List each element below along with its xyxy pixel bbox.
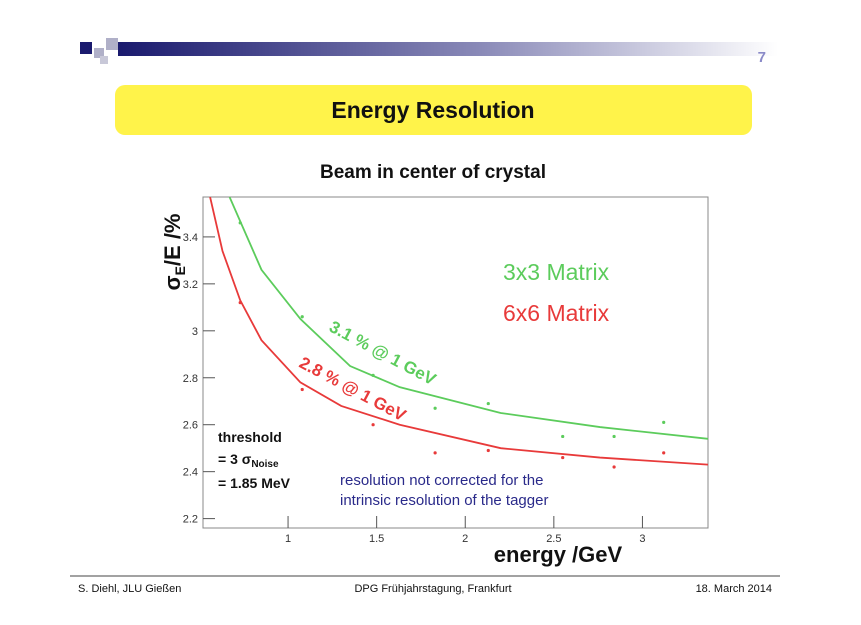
note-text: intrinsic resolution of the tagger <box>340 492 548 509</box>
y-label-symbol: σ <box>160 275 185 290</box>
x-tick-label: 2.5 <box>546 533 561 545</box>
y-tick-label: 2.2 <box>183 514 198 526</box>
data-point <box>300 315 304 319</box>
deco-square <box>106 38 118 50</box>
fit-curve <box>209 197 708 466</box>
deco-square <box>94 48 104 58</box>
threshold-main: = 3 σ <box>218 451 252 467</box>
data-point <box>371 373 375 378</box>
y-label-rest: /E /% <box>160 214 185 267</box>
x-tick-label: 3 <box>639 533 645 545</box>
chart-title: Beam in center of crystal <box>320 162 546 183</box>
x-tick-label: 1.5 <box>369 533 384 545</box>
header-bar <box>118 42 778 56</box>
data-point <box>662 420 666 424</box>
heading: Energy Resolution <box>331 97 534 123</box>
plot-frame <box>202 196 709 529</box>
x-tick-label: 1 <box>285 533 291 545</box>
y-tick-label: 2.6 <box>183 420 198 432</box>
threshold-text: = 1.85 MeV <box>218 475 291 491</box>
threshold-sub: Noise <box>251 459 279 470</box>
threshold-text: = 3 σNoise <box>218 451 279 470</box>
data-point <box>662 451 666 455</box>
footer-date: 18. March 2014 <box>696 583 772 595</box>
data-point <box>433 406 437 410</box>
data-point <box>433 451 437 455</box>
y-tick-label: 3 <box>192 326 198 338</box>
data-point <box>486 448 490 453</box>
deco-square <box>100 56 108 64</box>
legend-entry: 6x6 Matrix <box>503 300 610 326</box>
x-axis-label: energy /GeV <box>494 542 623 567</box>
heading-box <box>115 85 752 135</box>
fit-curve <box>228 197 708 440</box>
footer-author: S. Diehl, JLU Gießen <box>78 583 181 595</box>
y-label-sub: E <box>172 266 188 275</box>
deco-square <box>80 42 92 54</box>
y-tick-label: 3.4 <box>183 232 198 244</box>
y-tick-label: 3.2 <box>183 279 198 291</box>
y-tick-label: 2.4 <box>183 467 198 479</box>
data-point <box>561 434 565 439</box>
note-text: resolution not corrected for the <box>340 472 543 489</box>
data-point <box>238 221 242 225</box>
data-point <box>486 401 490 406</box>
threshold-text: threshold <box>218 429 282 445</box>
data-point <box>371 423 375 427</box>
data-point <box>561 455 565 460</box>
data-point <box>238 301 242 305</box>
data-point <box>612 465 616 469</box>
x-tick-label: 2 <box>462 533 468 545</box>
data-point <box>300 387 304 392</box>
page-number: 7 <box>758 49 766 66</box>
legend-entry: 3x3 Matrix <box>503 259 610 285</box>
data-point <box>612 434 616 439</box>
plot-area <box>209 197 708 469</box>
y-tick-label: 2.8 <box>183 373 198 385</box>
y-axis-label: σE/E /% <box>160 214 188 291</box>
footer-event: DPG Frühjahrstagung, Frankfurt <box>354 583 511 595</box>
